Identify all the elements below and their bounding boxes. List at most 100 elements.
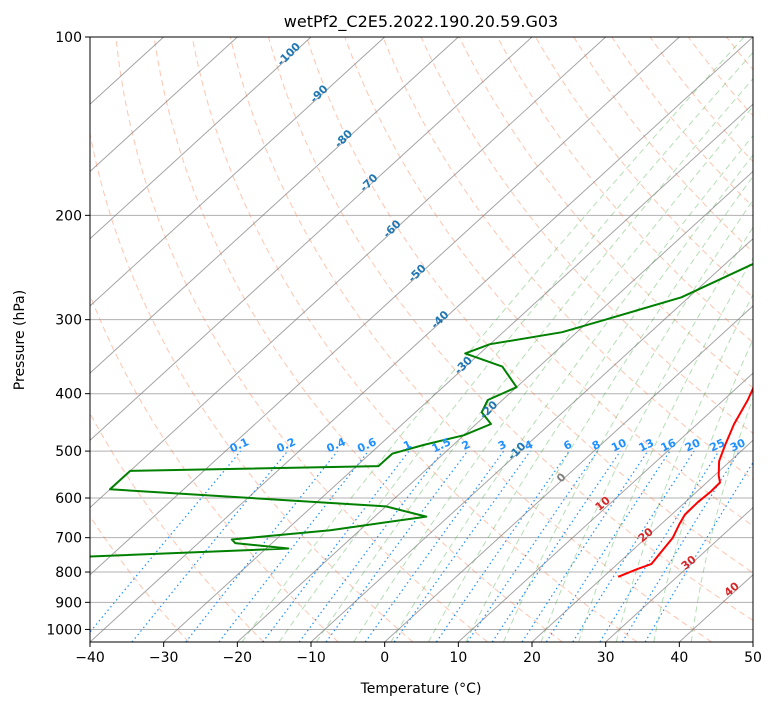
temperature-trace <box>617 386 753 578</box>
dry-adiabat <box>649 37 753 163</box>
plot-frame <box>89 36 754 643</box>
moist-adiabat <box>615 293 753 642</box>
y-tick-label: 400 <box>55 387 82 403</box>
mixing-ratio-line <box>572 450 695 642</box>
dry-adiabat <box>115 37 488 642</box>
mixing-ratio-line <box>545 450 671 642</box>
y-tick-label: 800 <box>55 565 82 581</box>
dry-adiabat <box>765 37 775 642</box>
mixing-ratio-line <box>131 450 289 642</box>
dry-adiabat <box>344 37 753 527</box>
dry-adiabat <box>306 37 753 574</box>
mixing-ratio-line <box>298 450 444 642</box>
mixing-ratio-line <box>218 450 369 642</box>
moist-adiabat <box>578 257 753 642</box>
dewpoint-trace <box>90 262 753 558</box>
isotherm <box>163 103 753 642</box>
isotherm <box>310 237 753 642</box>
isotherm-label: -20 <box>477 398 500 421</box>
axes: −40 −30 −20 −10 0 10 20 30 40 5010020030040050060… <box>46 30 762 666</box>
isotherm <box>90 37 238 173</box>
mixing-ratio-line <box>364 450 505 642</box>
dry-adiabat <box>496 37 753 344</box>
background-lines <box>90 37 775 642</box>
x-tick-label: 30 <box>597 650 615 666</box>
y-tick-label: 300 <box>55 313 82 329</box>
isotherm <box>384 305 753 642</box>
dry-adiabat <box>458 37 753 389</box>
moist-adiabat <box>427 154 753 642</box>
isotherm <box>90 37 753 642</box>
isotherm <box>90 37 312 240</box>
dry-adiabat <box>153 37 563 642</box>
mixing-ratio-label: 0.6 <box>355 435 378 455</box>
isotherm <box>90 37 607 509</box>
y-tick-label: 700 <box>55 531 82 547</box>
dry-adiabat-label: 40 <box>722 579 742 599</box>
x-axis-label: Temperature (°C) <box>360 681 482 697</box>
mixing-ratio-line <box>521 450 649 642</box>
x-tick-label: 50 <box>744 650 762 666</box>
moist-adiabat <box>241 37 745 642</box>
isotherm-label: -90 <box>307 82 330 105</box>
mixing-ratio-line <box>599 450 720 642</box>
mixing-ratio-label: 16 <box>659 436 679 454</box>
moist-adiabat <box>315 77 753 642</box>
mixing-ratio-line <box>262 450 410 642</box>
moist-adiabat <box>690 396 753 642</box>
y-axis-label: Pressure (hPa) <box>12 290 28 390</box>
y-tick-label: 600 <box>55 491 82 507</box>
isotherm-label: -70 <box>357 171 380 194</box>
dry-adiabat <box>268 37 753 622</box>
profile-traces <box>90 262 753 578</box>
dry-adiabat <box>420 37 753 434</box>
mixing-ratio-label: 6 <box>562 438 575 453</box>
mixing-ratio-label: 3 <box>496 438 508 453</box>
dry-adiabat <box>726 37 753 71</box>
chart-title: wetPf2_C2E5.2022.190.20.59.G03 <box>284 12 558 32</box>
y-tick-label: 500 <box>55 444 82 460</box>
mixing-ratio-label: 13 <box>637 436 656 454</box>
isotherm-label: -50 <box>406 261 429 284</box>
dry-adiabat <box>687 37 753 117</box>
mixing-ratio-line <box>435 450 570 642</box>
mixing-ratio-label: 0.4 <box>325 435 348 455</box>
dry-adiabat <box>573 37 753 253</box>
dry-adiabat <box>611 37 753 208</box>
dry-adiabat <box>191 37 638 642</box>
isotherm-label: 0 <box>554 470 569 485</box>
moist-adiabat <box>540 226 753 642</box>
mixing-ratio-label: 2 <box>460 438 472 453</box>
mixing-ratio-line <box>491 450 621 642</box>
isotherm-label: -80 <box>332 127 355 150</box>
dry-adiabat <box>90 293 339 642</box>
isotherm-label: -100 <box>274 40 303 69</box>
isotherm <box>531 439 753 642</box>
isotherm <box>90 37 680 576</box>
x-tick-label: 40 <box>670 650 688 666</box>
isotherm <box>236 170 753 642</box>
isotherm-label: -40 <box>428 308 451 331</box>
isotherm <box>457 372 753 642</box>
x-tick-label: −10 <box>296 650 326 666</box>
y-tick-label: 100 <box>55 30 82 46</box>
mixing-ratio-line <box>393 450 531 642</box>
dry-adiabat <box>90 131 414 642</box>
mixing-ratio-label: 25 <box>708 436 727 454</box>
mixing-ratio-label: 30 <box>728 436 748 454</box>
moist-adiabat <box>653 338 753 642</box>
dry-adiabat-label: 20 <box>636 525 656 545</box>
isotherm <box>90 37 459 374</box>
dry-adiabat <box>90 515 190 642</box>
moist-adiabat <box>278 51 753 642</box>
mixing-ratio-line <box>644 461 753 642</box>
x-tick-label: 20 <box>523 650 541 666</box>
mixing-ratio-label: 0.1 <box>228 435 251 455</box>
x-tick-label: −40 <box>75 650 105 666</box>
x-tick-label: 0 <box>380 650 389 666</box>
y-tick-label: 200 <box>55 208 82 224</box>
y-tick-label: 900 <box>55 595 82 611</box>
isotherm-label: -60 <box>380 217 403 240</box>
